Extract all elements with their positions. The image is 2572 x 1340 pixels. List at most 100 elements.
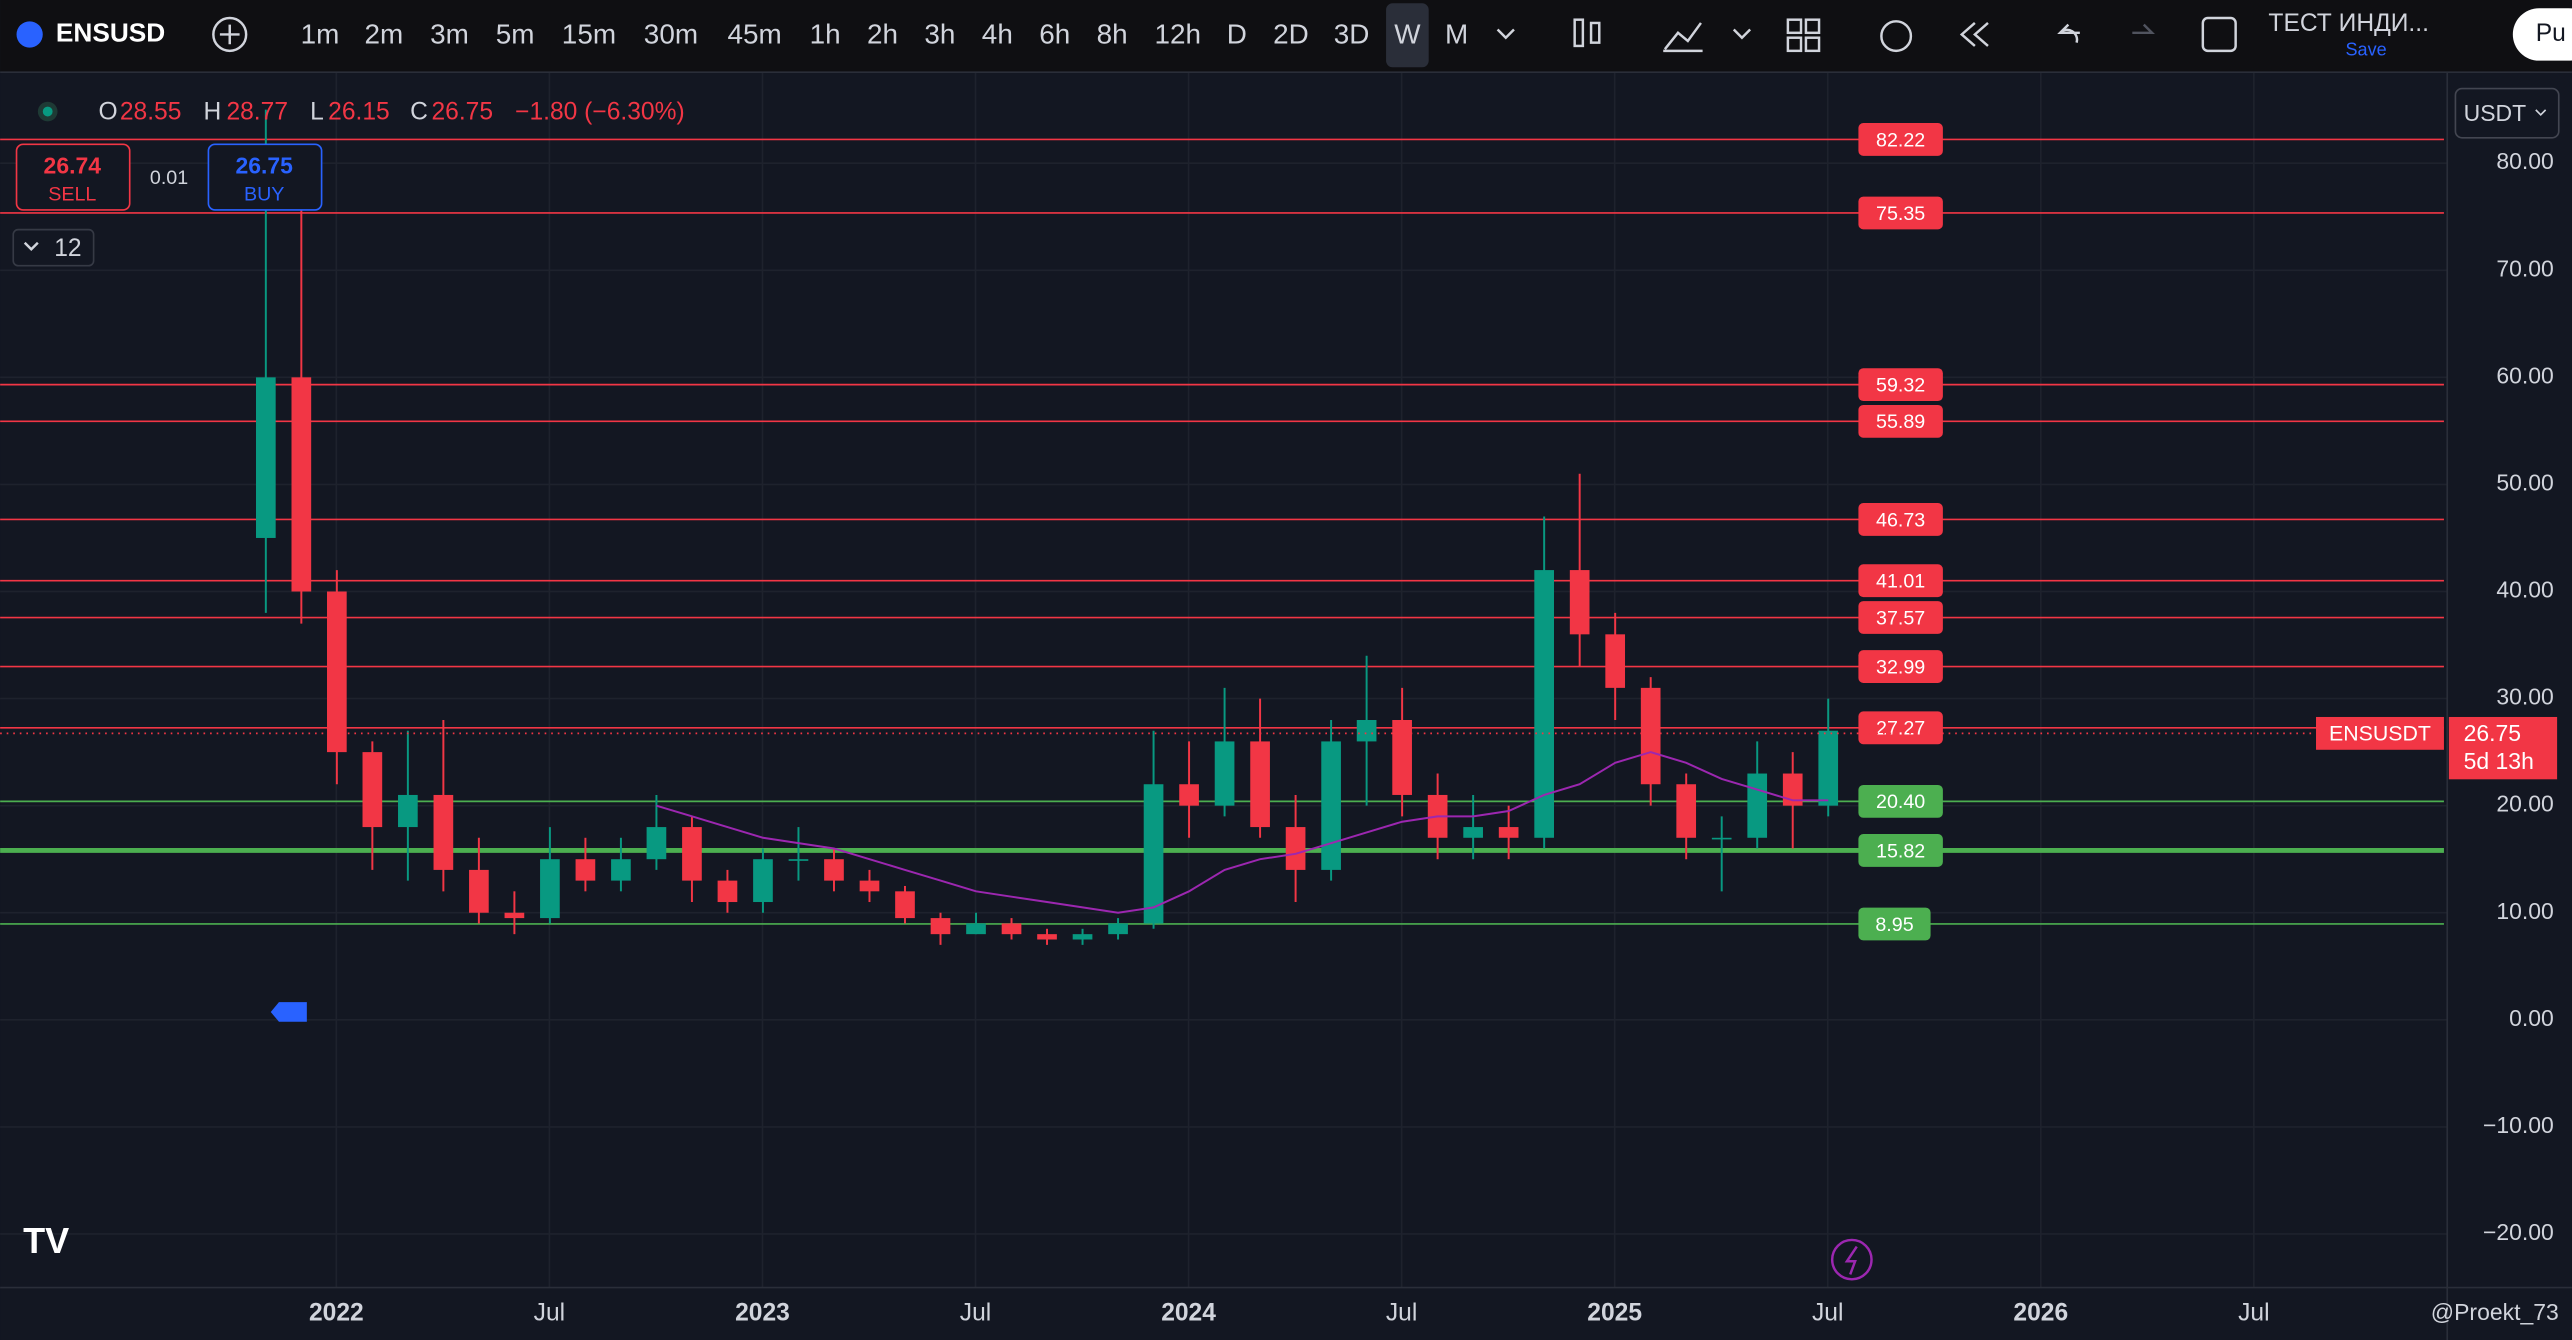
more-intervals[interactable] [1496, 28, 1515, 40]
candle-icon[interactable] [1573, 18, 1585, 48]
y-tick-label: 60.00 [2496, 362, 2553, 388]
logo: TV [23, 1220, 69, 1261]
candle-body [788, 859, 809, 861]
interval[interactable]: 2m [365, 18, 404, 49]
layout-icon[interactable] [1804, 36, 1821, 53]
save-label[interactable]: Save [2346, 40, 2387, 60]
interval[interactable]: 1h [810, 18, 841, 49]
candle-body [717, 880, 738, 903]
close-value: 26.75 [431, 99, 493, 126]
fullscreen-icon[interactable] [2201, 16, 2237, 53]
high-key: H [204, 99, 222, 126]
account[interactable]: Pu [2536, 20, 2566, 47]
level-label-bg [1858, 601, 1943, 634]
buy-price[interactable]: 26.75 [235, 152, 293, 178]
interval[interactable]: 45m [727, 18, 781, 49]
currency-button[interactable] [2454, 87, 2560, 139]
currency[interactable]: USDT [2464, 100, 2526, 126]
add-symbol[interactable] [212, 16, 248, 53]
level-label: 15.82 [1876, 840, 1925, 862]
undo-icon[interactable] [2057, 23, 2080, 44]
level-label: 20.40 [1876, 791, 1925, 813]
interval[interactable]: 6h [1039, 18, 1070, 49]
interval[interactable]: 3h [924, 18, 955, 49]
x-tick-label: Jul [960, 1299, 991, 1326]
x-tick-label: 2025 [1587, 1299, 1642, 1326]
level-label-bg [1858, 503, 1943, 536]
candle-body [859, 880, 880, 892]
high-value: 28.77 [226, 99, 288, 126]
level-label-bg [1858, 907, 1931, 941]
events-icon[interactable] [1830, 1238, 1873, 1281]
interval[interactable]: D [1227, 18, 1247, 49]
indicator-icon[interactable] [1663, 22, 1703, 53]
x-tick-label: Jul [1386, 1299, 1417, 1326]
status-dot-inner [42, 106, 53, 117]
interval[interactable]: 30m [644, 18, 698, 49]
candle-body [1711, 837, 1732, 840]
interval[interactable]: W [1394, 18, 1421, 49]
candle-body [362, 752, 383, 828]
indicator-more[interactable] [1732, 28, 1752, 40]
interval[interactable]: 12h [1154, 18, 1201, 49]
buy-label[interactable]: BUY [244, 183, 284, 205]
candle-body [646, 827, 667, 860]
alert-icon[interactable] [1880, 20, 1913, 53]
interval[interactable]: 2D [1273, 18, 1309, 49]
sell-button[interactable] [15, 143, 131, 211]
x-tick-label: Jul [534, 1299, 565, 1326]
candle-body [327, 591, 347, 753]
candle-body [682, 827, 702, 881]
candle-body [1356, 719, 1377, 742]
account-button[interactable] [2512, 8, 2572, 61]
layout-icon[interactable] [1804, 18, 1821, 35]
intervals: 1m 2m 3m 5m 15m 30m 45m 1h 2h 3h 4h 6h 8h 12h D 2D 3D W M [301, 3, 1468, 68]
y-tick-label: 70.00 [2496, 255, 2553, 281]
level-label: 82.22 [1876, 129, 1925, 151]
candle-body [966, 923, 986, 935]
interval[interactable]: 2h [867, 18, 898, 49]
candle-body [1747, 773, 1768, 838]
open-key: O [99, 99, 118, 126]
interval[interactable]: 8h [1097, 18, 1128, 49]
interval[interactable]: 15m [562, 18, 616, 49]
y-tick-label: 40.00 [2496, 577, 2553, 603]
symbol[interactable]: ENSUSD [56, 17, 165, 47]
lots-button[interactable] [12, 228, 95, 267]
sell-price[interactable]: 26.74 [44, 152, 102, 178]
replay-icon[interactable] [1959, 22, 1989, 47]
candle-body [824, 859, 844, 881]
candle-body [433, 794, 454, 870]
candle-body [1463, 827, 1483, 838]
candle-body [1143, 784, 1164, 924]
level-label-bg [1858, 196, 1943, 230]
level-label: 37.57 [1876, 607, 1925, 629]
interval[interactable]: 3m [430, 18, 469, 49]
sell-label[interactable]: SELL [48, 183, 96, 205]
layout-name[interactable]: ТЕСТ ИНДИ... [2268, 10, 2429, 37]
close-key: C [410, 99, 428, 126]
interval[interactable]: M [1445, 18, 1468, 49]
candle-body [398, 794, 418, 828]
level-label: 32.99 [1876, 656, 1925, 678]
redo-icon[interactable] [2132, 23, 2155, 35]
y-tick-label: 30.00 [2496, 684, 2553, 710]
layout-icon[interactable] [1786, 36, 1803, 53]
low-key: L [310, 99, 324, 126]
lots[interactable]: 12 [54, 235, 81, 262]
last-price-symbol: ENSUSDT [2329, 722, 2431, 746]
candle-body [1321, 741, 1341, 870]
interval[interactable]: 1m [301, 18, 340, 49]
candle-body [1534, 570, 1554, 838]
interval[interactable]: 4h [982, 18, 1013, 49]
interval[interactable]: 5m [496, 18, 535, 49]
active-interval-bg [1386, 3, 1429, 68]
watermark: @Proekt_73 [2431, 1299, 2559, 1325]
buy-button[interactable] [207, 143, 323, 211]
candle-icon[interactable] [1589, 21, 1601, 44]
x-tick-label: Jul [1812, 1299, 1843, 1326]
y-tick-label: 80.00 [2496, 148, 2553, 174]
interval[interactable]: 3D [1334, 18, 1370, 49]
layout-icon[interactable] [1786, 18, 1803, 35]
